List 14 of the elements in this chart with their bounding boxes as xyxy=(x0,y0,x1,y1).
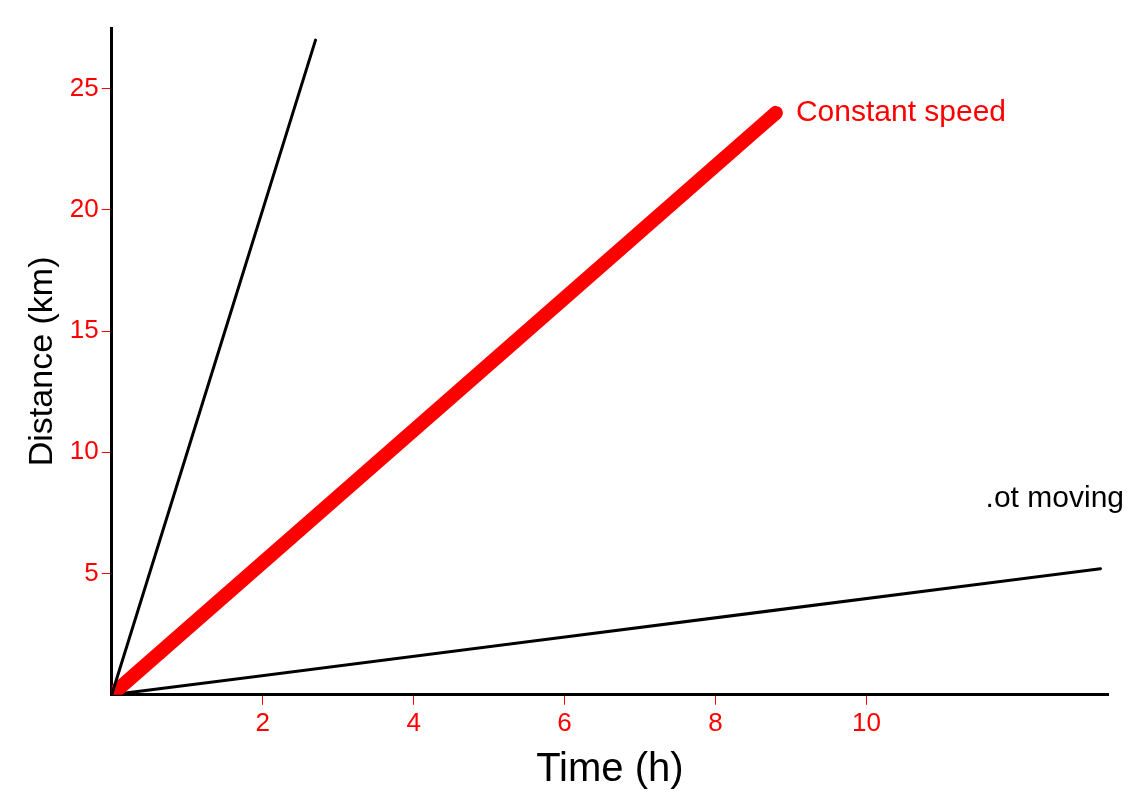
y-tick-label: 10 xyxy=(69,435,99,466)
y-tick-label: 20 xyxy=(69,193,99,224)
x-tick-label: 4 xyxy=(406,706,421,737)
x-tick-label: 2 xyxy=(255,706,270,737)
x-tick-label: 10 xyxy=(852,706,881,737)
x-axis-title: Time (h) xyxy=(536,745,684,790)
x-tick-label: 8 xyxy=(708,706,723,737)
series-label: Constant speed xyxy=(795,94,1007,128)
text: .ot moving xyxy=(985,479,1125,513)
y-tick-label: 25 xyxy=(69,71,99,102)
y-axis-title: Distance (km) xyxy=(20,256,59,467)
y-tick-label: 5 xyxy=(84,556,99,587)
x-tick-label: 6 xyxy=(557,706,572,737)
y-tick-label: 15 xyxy=(69,314,99,345)
